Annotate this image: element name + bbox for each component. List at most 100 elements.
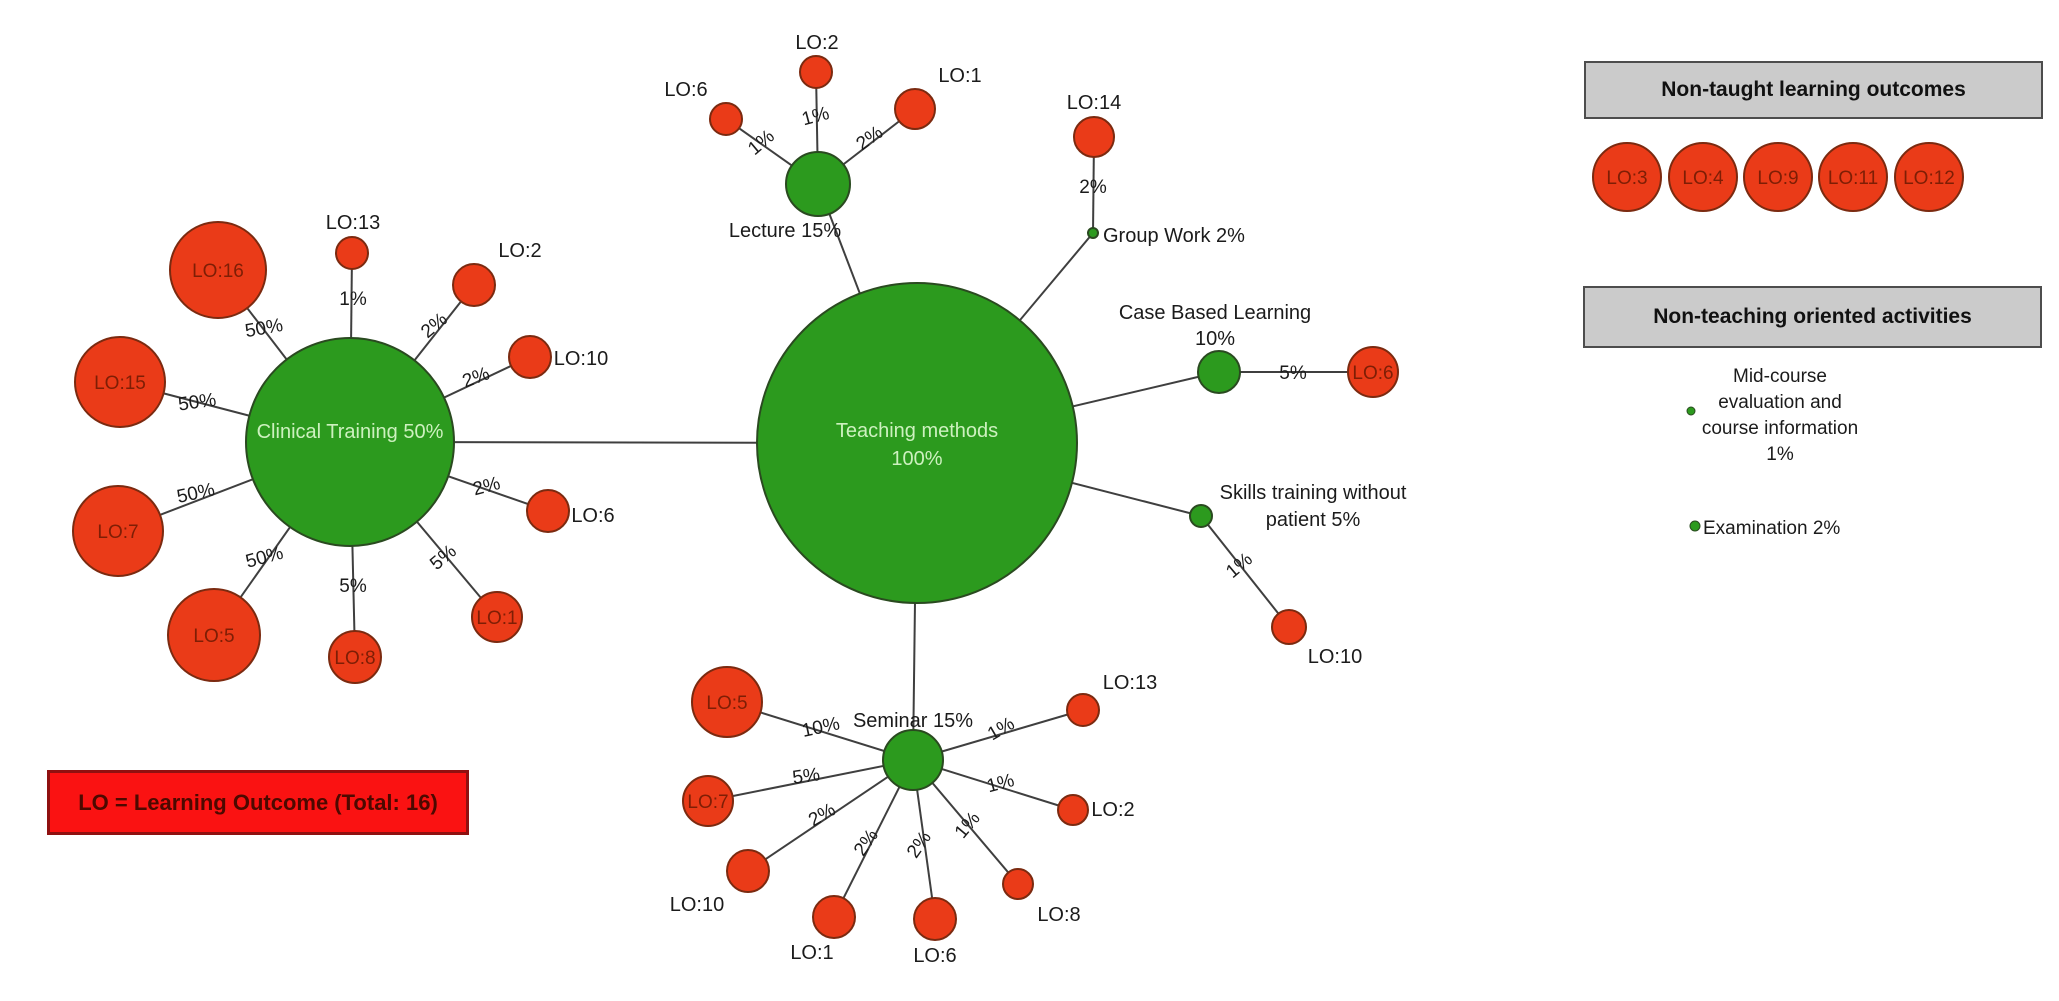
edge-weight-label: 2% (853, 122, 888, 155)
hub-node-skills (1189, 504, 1213, 528)
lo-node (169, 221, 267, 319)
edge-weight-label: 1% (1222, 549, 1257, 583)
lo-label-lo2: LO:2 (795, 32, 838, 54)
lo-label-lo6: LO:6 (571, 505, 614, 527)
hub-label-groupwork: Group Work 2% (1103, 225, 1245, 247)
mid-course-evaluation-label: course information (1702, 418, 1858, 439)
non-taught-lo-label: LO:3 (1606, 168, 1647, 189)
hub-node-seminar (882, 729, 944, 791)
lo-node (709, 102, 743, 136)
edge-weight-label: 2% (805, 799, 839, 831)
edge-weight-label: 1% (984, 713, 1018, 745)
lo-label-lo5: LO:5 (193, 626, 234, 647)
lo-node (691, 666, 763, 738)
lo-label-lo1: LO:1 (938, 65, 981, 87)
hub-label-teaching: 100% (891, 448, 942, 470)
lo-node (1073, 116, 1115, 158)
lo-node (1347, 346, 1399, 398)
lo-node (1271, 609, 1307, 645)
examination-dot (1689, 520, 1701, 532)
lo-label-lo2: LO:2 (1091, 799, 1134, 821)
non-taught-lo-node (1668, 142, 1738, 212)
non-taught-lo-node (1592, 142, 1662, 212)
lo-node (328, 630, 382, 684)
hub-node-teaching (756, 282, 1078, 604)
hub-label-skills: patient 5% (1266, 509, 1361, 531)
lo-label-lo6: LO:6 (1352, 363, 1393, 384)
lo-node (1002, 868, 1034, 900)
edge-weight-label: 5% (791, 764, 821, 789)
lo-node (471, 591, 523, 643)
mid-course-evaluation-label: evaluation and (1718, 392, 1842, 413)
hub-label-cbl: 10% (1195, 328, 1235, 350)
lo-label-lo10: LO:10 (1308, 646, 1362, 668)
edge-weight-label: 5% (1279, 363, 1307, 384)
lo-label-lo7: LO:7 (687, 792, 728, 813)
lo-node (894, 88, 936, 130)
lo-label-lo7: LO:7 (97, 522, 138, 543)
hub-node-lecture (785, 151, 851, 217)
lo-label-lo6: LO:6 (664, 79, 707, 101)
lo-label-lo13: LO:13 (1103, 672, 1157, 694)
lo-node (526, 489, 570, 533)
lo-node (74, 336, 166, 428)
lo-label-lo13: LO:13 (326, 212, 380, 234)
lo-node (508, 335, 552, 379)
lo-label-lo15: LO:15 (94, 373, 146, 394)
lo-node (1057, 794, 1089, 826)
edge-weight-label: 5% (339, 576, 367, 597)
hub-node-cbl (1197, 350, 1241, 394)
mid-course-evaluation-label: Mid-course (1733, 366, 1827, 387)
lo-label-lo10: LO:10 (554, 348, 608, 370)
edge-weight-label: 1% (800, 103, 832, 130)
lo-label-lo8: LO:8 (334, 648, 375, 669)
mid-course-evaluation-dot (1686, 406, 1696, 416)
hub-label-skills: Skills training without (1220, 482, 1407, 504)
lo-label-lo2: LO:2 (498, 240, 541, 262)
non-taught-lo-node (1743, 142, 1813, 212)
lo-node (167, 588, 261, 682)
edge-weight-label: 10% (800, 713, 842, 741)
edge-seminar-lo7 (707, 759, 914, 802)
lo-node (799, 55, 833, 89)
lo-node (1066, 693, 1100, 727)
lo-label-lo6: LO:6 (913, 945, 956, 967)
non-taught-lo-label: LO:11 (1828, 168, 1878, 189)
lo-node (913, 897, 957, 941)
lo-label-lo1: LO:1 (790, 942, 833, 964)
hub-label-cbl: Case Based Learning (1119, 302, 1311, 324)
examination-label: Examination 2% (1703, 518, 1840, 539)
lo-node (812, 895, 856, 939)
lo-label-lo14: LO:14 (1067, 92, 1121, 114)
lo-label-lo10: LO:10 (670, 894, 724, 916)
lo-node (726, 849, 770, 893)
lo-label-lo16: LO:16 (192, 261, 244, 282)
non-taught-lo-label: LO:12 (1903, 168, 1955, 189)
edge-weight-label: 50% (243, 315, 284, 342)
edge-weight-label: 50% (177, 389, 218, 415)
edge-weight-label: 2% (417, 309, 452, 343)
edge-weight-label: 2% (471, 473, 503, 500)
edge-weight-label: 1% (744, 126, 779, 160)
mid-course-evaluation-label: 1% (1766, 444, 1794, 465)
edge-weight-label: 1% (985, 770, 1017, 797)
lo-node (452, 263, 496, 307)
edge-weight-label: 2% (903, 827, 936, 862)
non-taught-lo-label: LO:4 (1682, 168, 1724, 189)
nodes-layer (72, 55, 1399, 941)
hub-label-teaching: Teaching methods (836, 420, 998, 442)
edge-weight-label: 2% (1079, 177, 1107, 198)
edge-seminar-lo10 (747, 759, 914, 872)
edge-weight-label: 50% (175, 479, 217, 507)
non-teaching-oriented-activities-header: Non-teaching oriented activities (1583, 286, 2042, 348)
non-taught-lo-label: LO:9 (1757, 168, 1798, 189)
hub-label-seminar: Seminar 15% (853, 710, 973, 732)
hub-node-clinical (245, 337, 455, 547)
legend-layer: LO:3 LO:4 LO:9 LO:11 LO:12 Mid-course evaluati… (1592, 142, 1964, 539)
labels-layer: Teaching methods 100% Lecture 15% LO:6 1% LO:… (94, 32, 1407, 967)
lo-node (335, 236, 369, 270)
edge-weight-label: 5% (426, 541, 461, 575)
edge-skills-lo10 (1200, 515, 1290, 628)
lo-node (72, 485, 164, 577)
